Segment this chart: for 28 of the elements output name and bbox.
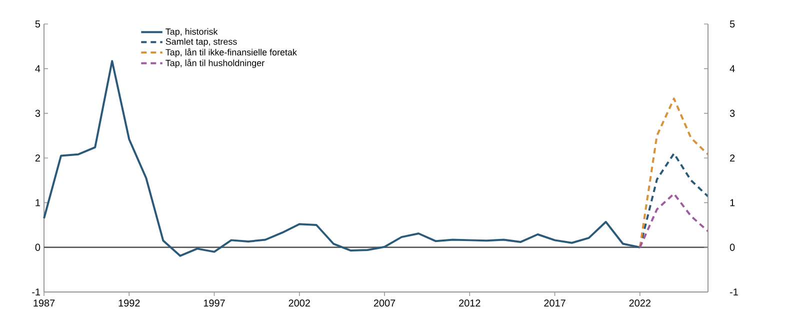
- y2-tick-label: 4: [730, 65, 735, 72]
- y-tick-label: 0: [35, 244, 40, 251]
- y2-tick-label: 0: [730, 244, 735, 251]
- x-tick-label: 2017: [544, 300, 566, 307]
- y2-tick-label: 2: [730, 154, 735, 162]
- x-tick-label: 2002: [288, 300, 310, 307]
- y2-tick-label: 3: [730, 110, 735, 117]
- y2-tick-label: -1: [730, 288, 738, 296]
- y-tick-label: 4: [35, 65, 40, 72]
- y-tick-label: 5: [35, 20, 40, 28]
- legend-label: Tap, lån til ikke-finansielle foretak: [166, 48, 297, 58]
- x-tick-label: 2022: [629, 300, 650, 307]
- y-tick-label: 2: [35, 154, 40, 162]
- y2-tick-label: 5: [730, 20, 735, 28]
- x-tick-label: 2012: [459, 300, 480, 307]
- x-tick-label: 1987: [34, 300, 55, 307]
- line-series: [638, 192, 710, 248]
- legend-label: Samlet tap, stress: [166, 38, 237, 47]
- legend-label: Tap, historisk: [166, 28, 218, 37]
- x-tick-label: 1992: [118, 300, 140, 307]
- y2-tick-label: 1: [730, 199, 735, 206]
- y-tick-label: 1: [36, 199, 40, 206]
- y-tick-label: 3: [35, 110, 40, 117]
- legend-label: Tap, lån til husholdninger: [166, 58, 264, 68]
- line-series: [638, 98, 710, 248]
- x-tick-label: 1997: [204, 300, 225, 307]
- x-tick-label: 2007: [374, 300, 396, 307]
- y-tick-label: -1: [32, 288, 40, 296]
